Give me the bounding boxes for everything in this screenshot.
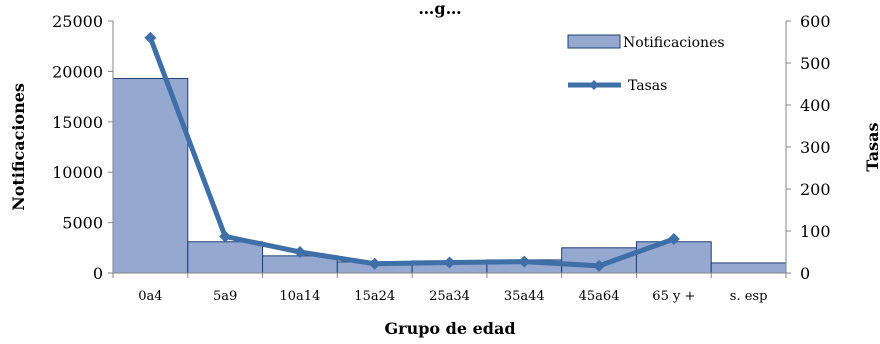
y-tick-label-1: 5000 — [62, 214, 103, 233]
y2-axis-ticks: 0 100 200 300 400 500 600 — [786, 12, 831, 283]
y-tick-label-4: 20000 — [52, 62, 103, 81]
x-tick-label-8: s. esp — [730, 289, 768, 304]
bar-1 — [187, 241, 264, 274]
y2-tick-label-6: 600 — [800, 12, 831, 31]
y-tick-label-3: 15000 — [52, 113, 103, 132]
y-axis-ticks: 0 5000 10000 15000 20000 25000 — [52, 12, 113, 283]
rate-line-path — [148, 36, 675, 269]
x-tick-label-1: 5a9 — [213, 289, 237, 304]
axes — [112, 21, 787, 274]
y2-tick-label-4: 400 — [800, 96, 831, 115]
x-axis-title: Grupo de edad — [384, 319, 515, 338]
x-axis-ticks: 0a4 5a9 10a14 15a24 25a34 35a44 45a64 65 y + s. … — [112, 273, 787, 304]
legend-line-label: Tasas — [628, 78, 667, 94]
legend: Notificaciones Tasas — [567, 34, 725, 94]
y2-tick-label-2: 200 — [800, 180, 831, 199]
x-tick-label-7: 65 y + — [652, 289, 695, 304]
x-tick-label-0: 0a4 — [138, 289, 162, 304]
y2-tick-label-1: 100 — [800, 222, 831, 241]
bar-8 — [710, 262, 787, 274]
rate-point-4 — [443, 256, 456, 269]
y-tick-label-2: 10000 — [52, 163, 103, 182]
y2-tick-label-0: 0 — [800, 264, 810, 283]
legend-bar-swatch — [567, 34, 621, 49]
chart-title: …g… — [418, 0, 461, 18]
x-tick-label-3: 15a24 — [354, 289, 395, 304]
rate-point-3 — [368, 257, 381, 270]
y-tick-label-0: 0 — [93, 264, 103, 283]
rate-point-5 — [518, 255, 531, 268]
y-tick-label-5: 25000 — [52, 12, 103, 31]
rate-point-7 — [667, 232, 680, 245]
rate-point-0 — [144, 31, 157, 44]
x-tick-label-4: 25a34 — [429, 289, 470, 304]
rate-point-1 — [219, 230, 232, 243]
y2-axis-title: Tasas — [863, 122, 880, 171]
x-tick-label-2: 10a14 — [280, 289, 321, 304]
y2-tick-label-5: 500 — [800, 54, 831, 73]
x-tick-label-6: 45a64 — [579, 289, 620, 304]
y2-tick-label-3: 300 — [800, 138, 831, 157]
x-tick-label-5: 35a44 — [504, 289, 545, 304]
rate-point-6 — [593, 259, 606, 272]
rate-point-2 — [293, 246, 306, 258]
legend-line-marker — [589, 80, 599, 90]
y-axis-title: Notificaciones — [9, 83, 28, 211]
bars — [112, 77, 787, 274]
legend-bar-label: Notificaciones — [623, 35, 725, 51]
rate-line — [144, 31, 680, 272]
